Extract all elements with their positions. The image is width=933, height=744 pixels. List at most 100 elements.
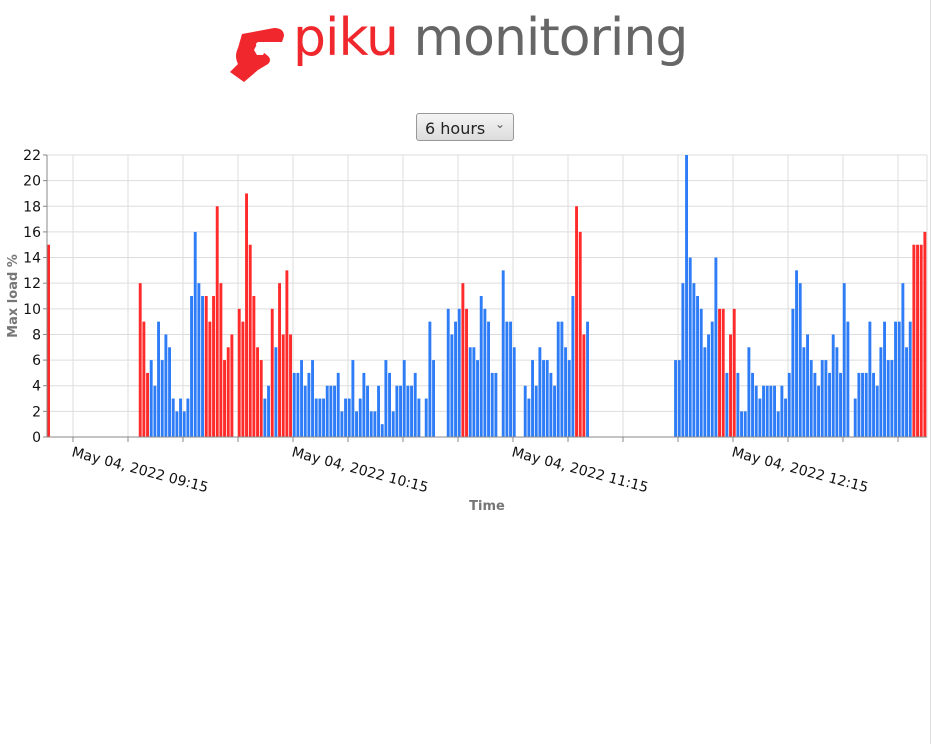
bar	[303, 385, 307, 437]
bar	[817, 385, 820, 437]
bar	[212, 296, 215, 437]
bar	[729, 334, 732, 437]
bar	[160, 360, 164, 437]
bar	[366, 385, 369, 437]
bar	[395, 385, 399, 437]
bar	[908, 321, 912, 437]
bar	[567, 360, 571, 437]
bar	[707, 334, 710, 437]
header: piku monitoring	[0, 0, 933, 100]
bar	[586, 321, 589, 437]
bar	[190, 296, 193, 437]
bar	[47, 244, 50, 437]
bar	[307, 372, 311, 437]
bar	[241, 321, 245, 437]
bar	[388, 372, 391, 437]
bar	[549, 372, 553, 437]
bar	[857, 372, 861, 437]
bar	[798, 283, 802, 437]
bar	[905, 347, 908, 437]
bar	[300, 360, 303, 437]
bar	[820, 360, 824, 437]
bar	[509, 321, 512, 437]
y-tick-label: 10	[23, 302, 41, 318]
bar	[542, 360, 545, 437]
y-tick-label: 18	[23, 199, 41, 215]
bar	[171, 398, 175, 437]
bar	[285, 270, 289, 437]
y-tick-label: 12	[23, 276, 41, 292]
bar	[259, 360, 263, 437]
bar	[355, 411, 358, 437]
bar	[399, 385, 402, 437]
bar	[186, 398, 190, 437]
bar	[402, 360, 406, 437]
bar	[824, 360, 828, 437]
bar	[699, 308, 703, 437]
bar	[362, 372, 366, 437]
bar	[531, 360, 534, 437]
x-axis-label: Time	[469, 499, 505, 514]
x-tick-label: May 04, 2022 10:15	[290, 444, 430, 496]
bar	[384, 360, 388, 437]
bar	[479, 296, 483, 437]
bar	[714, 257, 718, 437]
bar	[208, 321, 212, 437]
bar	[725, 372, 729, 437]
bar	[545, 360, 549, 437]
bar	[204, 296, 208, 437]
bar	[472, 347, 476, 437]
y-axis-label: Max load %	[6, 254, 21, 338]
bar	[252, 296, 256, 437]
bar	[842, 283, 846, 437]
y-tick-label: 14	[23, 251, 41, 267]
bar	[413, 372, 417, 437]
bar	[358, 398, 362, 437]
bar	[248, 244, 252, 437]
bar	[329, 385, 333, 437]
bar	[743, 411, 747, 437]
bar	[164, 334, 168, 437]
brand-secondary: monitoring	[413, 8, 688, 68]
bar	[813, 372, 817, 437]
bar	[791, 308, 795, 437]
y-tick-label: 4	[32, 379, 41, 395]
bar	[333, 385, 336, 437]
bar	[780, 385, 784, 437]
bar	[351, 360, 355, 437]
bar	[256, 347, 259, 437]
bar	[681, 283, 685, 437]
bar	[410, 385, 413, 437]
bar	[263, 398, 267, 437]
bar	[153, 385, 157, 437]
bar	[267, 385, 270, 437]
bar	[765, 385, 769, 437]
bar	[391, 411, 395, 437]
bar	[446, 308, 450, 437]
bar	[281, 334, 285, 437]
time-range-select[interactable]: 6 hours ⌄	[416, 113, 514, 141]
bar	[512, 347, 516, 437]
bar	[168, 347, 171, 437]
bar	[732, 308, 736, 437]
bar	[839, 372, 842, 437]
bar	[718, 308, 721, 437]
y-tick-label: 6	[32, 353, 41, 369]
bar	[318, 398, 322, 437]
bar	[560, 321, 564, 437]
bar	[149, 360, 153, 437]
bar	[157, 321, 160, 437]
bar	[417, 398, 421, 437]
x-tick-label: May 04, 2022 09:15	[70, 444, 210, 496]
bar	[685, 155, 688, 437]
bar	[710, 321, 714, 437]
bar	[864, 372, 868, 437]
y-tick-label: 22	[23, 148, 41, 164]
bar	[468, 347, 472, 437]
bar	[784, 398, 787, 437]
bar	[721, 308, 725, 437]
bar	[751, 372, 754, 437]
y-tick-label: 2	[32, 404, 41, 420]
bar	[674, 360, 677, 437]
